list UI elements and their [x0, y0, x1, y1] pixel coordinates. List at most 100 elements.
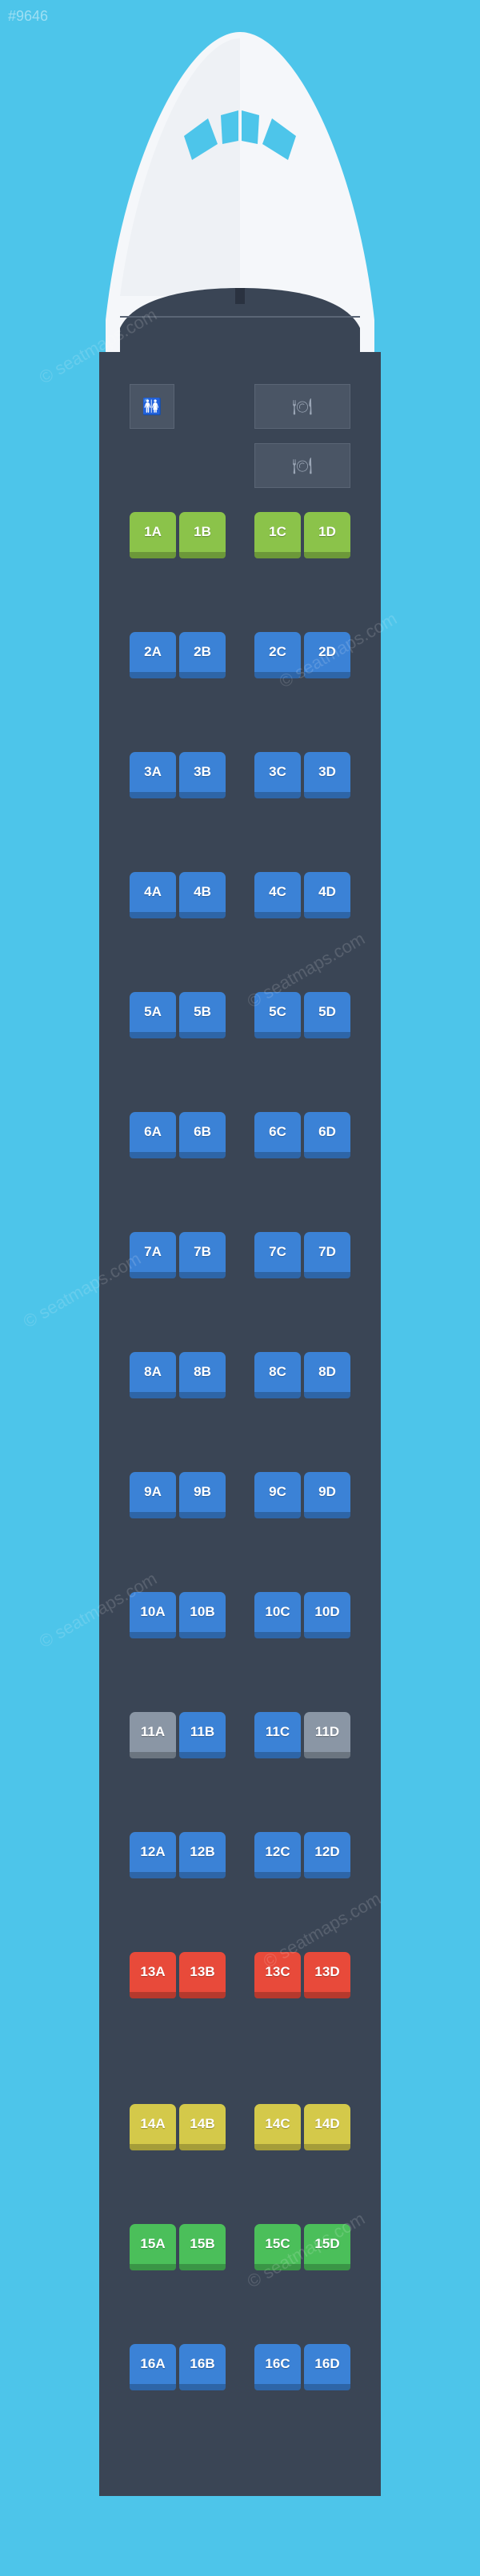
seat-3D[interactable]: 3D [304, 752, 350, 798]
seat-6A[interactable]: 6A [130, 1112, 176, 1158]
seat-10C[interactable]: 10C [254, 1592, 301, 1638]
seat-10A[interactable]: 10A [130, 1592, 176, 1638]
seat-label: 14D [314, 2116, 339, 2132]
seat-label: 11B [190, 1724, 214, 1740]
seat-16A[interactable]: 16A [130, 2344, 176, 2390]
seat-4B[interactable]: 4B [179, 872, 226, 918]
seat-label: 8A [144, 1364, 162, 1380]
seat-11B[interactable]: 11B [179, 1712, 226, 1758]
seat-3A[interactable]: 3A [130, 752, 176, 798]
seat-12B[interactable]: 12B [179, 1832, 226, 1878]
seat-label: 5C [269, 1004, 286, 1020]
seat-label: 12A [140, 1844, 165, 1860]
seat-15A[interactable]: 15A [130, 2224, 176, 2270]
seat-rows-container: 1A1B 1C 1D 2A 2B 2C 2D 3A 3B 3C 3D 4A4B 4C 4D 5A 5B 5C 5D… [130, 512, 350, 2390]
seat-3C[interactable]: 3C [254, 752, 301, 798]
seat-label: 13B [190, 1964, 214, 1980]
seat-label: 5B [194, 1004, 211, 1020]
seat-15C[interactable]: 15C [254, 2224, 301, 2270]
seat-2B[interactable]: 2B [179, 632, 226, 678]
seat-6C[interactable]: 6C [254, 1112, 301, 1158]
seat-1B[interactable]: 1B [179, 512, 226, 558]
seat-5C[interactable]: 5C [254, 992, 301, 1038]
seat-3B[interactable]: 3B [179, 752, 226, 798]
seat-row-10: 10A 10B 10C10D [130, 1592, 350, 1638]
seat-13D[interactable]: 13D [304, 1952, 350, 1998]
seat-13C[interactable]: 13C [254, 1952, 301, 1998]
seat-label: 7A [144, 1244, 162, 1260]
seat-9A[interactable]: 9A [130, 1472, 176, 1518]
seat-7B[interactable]: 7B [179, 1232, 226, 1278]
seat-11D[interactable]: 11D [304, 1712, 350, 1758]
seat-8D[interactable]: 8D [304, 1352, 350, 1398]
seat-label: 16C [265, 2356, 290, 2372]
seat-1C[interactable]: 1C [254, 512, 301, 558]
seat-label: 3A [144, 764, 162, 780]
seat-row-15: 15A15B 15C15D [130, 2224, 350, 2270]
seat-16B[interactable]: 16B [179, 2344, 226, 2390]
seat-2C[interactable]: 2C [254, 632, 301, 678]
seat-14B[interactable]: 14B [179, 2104, 226, 2150]
seat-1A[interactable]: 1A [130, 512, 176, 558]
seat-6B[interactable]: 6B [179, 1112, 226, 1158]
seat-5D[interactable]: 5D [304, 992, 350, 1038]
seat-14C[interactable]: 14C [254, 2104, 301, 2150]
seat-label: 6B [194, 1124, 211, 1140]
seat-11A[interactable]: 11A [130, 1712, 176, 1758]
seat-label: 10A [140, 1604, 165, 1620]
seat-label: 2B [194, 644, 211, 660]
seat-10D[interactable]: 10D [304, 1592, 350, 1638]
seat-label: 13A [140, 1964, 165, 1980]
seat-label: 3D [318, 764, 336, 780]
seat-12C[interactable]: 12C [254, 1832, 301, 1878]
seat-5A[interactable]: 5A [130, 992, 176, 1038]
seat-label: 4D [318, 884, 336, 900]
seat-label: 8C [269, 1364, 286, 1380]
seat-8C[interactable]: 8C [254, 1352, 301, 1398]
seat-15D[interactable]: 15D [304, 2224, 350, 2270]
seat-10B[interactable]: 10B [179, 1592, 226, 1638]
seat-13A[interactable]: 13A [130, 1952, 176, 1998]
seat-14D[interactable]: 14D [304, 2104, 350, 2150]
seat-2D[interactable]: 2D [304, 632, 350, 678]
seat-6D[interactable]: 6D [304, 1112, 350, 1158]
seat-label: 1D [318, 524, 336, 540]
seat-label: 13D [314, 1964, 339, 1980]
seat-label: 9D [318, 1484, 336, 1500]
seat-8A[interactable]: 8A [130, 1352, 176, 1398]
seat-label: 6C [269, 1124, 286, 1140]
galley-icon: 🍽 [254, 384, 350, 429]
seat-7A[interactable]: 7A [130, 1232, 176, 1278]
aircraft-nose [99, 32, 381, 352]
seat-label: 3C [269, 764, 286, 780]
seat-7C[interactable]: 7C [254, 1232, 301, 1278]
seat-4C[interactable]: 4C [254, 872, 301, 918]
seat-label: 5D [318, 1004, 336, 1020]
seat-9C[interactable]: 9C [254, 1472, 301, 1518]
seat-12A[interactable]: 12A [130, 1832, 176, 1878]
seat-11C[interactable]: 11C [254, 1712, 301, 1758]
seat-16D[interactable]: 16D [304, 2344, 350, 2390]
seat-row-13: 13A 13B 13C 13D [130, 1952, 350, 1998]
seat-row-12: 12A 12B 12C12D [130, 1832, 350, 1878]
seat-label: 10B [190, 1604, 214, 1620]
seat-9B[interactable]: 9B [179, 1472, 226, 1518]
seat-13B[interactable]: 13B [179, 1952, 226, 1998]
seat-label: 2C [269, 644, 286, 660]
seat-9D[interactable]: 9D [304, 1472, 350, 1518]
seat-row-8: 8A 8B 8C 8D [130, 1352, 350, 1398]
seat-2A[interactable]: 2A [130, 632, 176, 678]
seat-1D[interactable]: 1D [304, 512, 350, 558]
seat-7D[interactable]: 7D [304, 1232, 350, 1278]
seat-14A[interactable]: 14A [130, 2104, 176, 2150]
seat-5B[interactable]: 5B [179, 992, 226, 1038]
seat-4D[interactable]: 4D [304, 872, 350, 918]
seat-15B[interactable]: 15B [179, 2224, 226, 2270]
seat-row-6: 6A 6B 6C 6D [130, 1112, 350, 1158]
seat-label: 12B [190, 1844, 214, 1860]
seat-8B[interactable]: 8B [179, 1352, 226, 1398]
seat-label: 2A [144, 644, 162, 660]
seat-4A[interactable]: 4A [130, 872, 176, 918]
seat-12D[interactable]: 12D [304, 1832, 350, 1878]
seat-16C[interactable]: 16C [254, 2344, 301, 2390]
